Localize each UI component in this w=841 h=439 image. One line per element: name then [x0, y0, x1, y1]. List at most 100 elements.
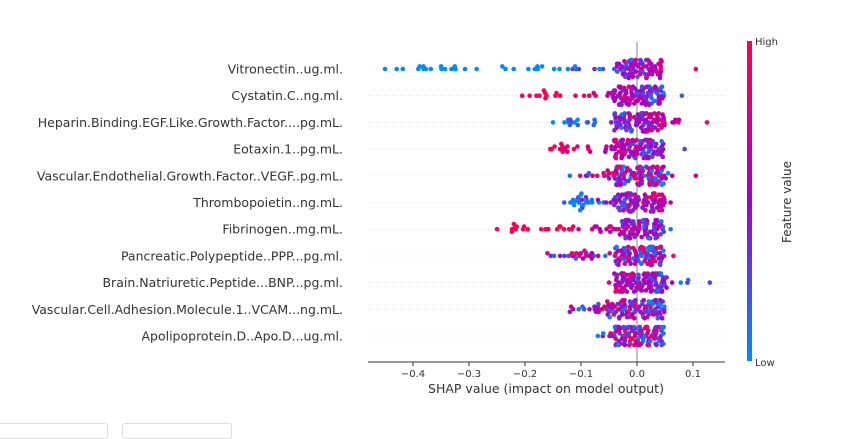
- shap-dot: [591, 90, 596, 96]
- shap-dot: [658, 57, 664, 63]
- shap-dot: [642, 129, 647, 134]
- shap-dot: [650, 209, 656, 214]
- shap-dot: [668, 200, 673, 205]
- shap-dot: [646, 235, 651, 241]
- shap-dot: [621, 208, 626, 213]
- feature-label: Cystatin.C..ng.ml.: [231, 88, 343, 103]
- shap-dot: [615, 192, 621, 197]
- shap-dot: [649, 127, 655, 133]
- bottom-tab-right[interactable]: [122, 423, 232, 439]
- shap-dot: [603, 149, 608, 154]
- shap-dot: [619, 155, 624, 161]
- shap-dot: [566, 253, 571, 259]
- shap-dot: [567, 122, 573, 128]
- shap-dot: [648, 195, 654, 200]
- shap-dot: [618, 248, 624, 253]
- shap-dot: [625, 165, 630, 171]
- shap-dot: [652, 258, 658, 264]
- shap-dot: [623, 235, 628, 241]
- shap-dot: [543, 96, 548, 101]
- shap-dot: [641, 298, 646, 303]
- shap-dot: [622, 342, 628, 348]
- shap-dot: [619, 102, 624, 107]
- shap-dot: [616, 262, 621, 268]
- feature-label: Apolipoprotein.D..Apo.D...ug.ml.: [141, 329, 343, 344]
- feature-labels: Vitronectin..ug.ml. Cystatin.C..ng.ml. Hep…: [32, 62, 343, 344]
- shap-dot: [619, 219, 625, 224]
- shap-dot: [592, 304, 597, 310]
- feature-label: Fibrinogen..mg.mL.: [222, 222, 343, 237]
- shap-dot: [552, 144, 557, 149]
- feature-label: Eotaxin.1..pg.mL.: [233, 142, 343, 157]
- shap-dot: [612, 202, 617, 208]
- shap-dot: [592, 66, 597, 72]
- shap-dot: [572, 120, 577, 125]
- shap-dot: [645, 155, 650, 161]
- shap-dot: [586, 93, 592, 98]
- shap-dot: [635, 74, 640, 80]
- shap-dot: [661, 229, 666, 235]
- bottom-tab-left[interactable]: [0, 423, 108, 439]
- shap-dot: [620, 202, 626, 208]
- shap-dot: [637, 219, 642, 224]
- shap-dot: [572, 64, 578, 69]
- shap-dot: [619, 64, 625, 69]
- shap-dot: [655, 316, 660, 321]
- shap-dot: [648, 61, 654, 67]
- shap-dot: [594, 173, 600, 179]
- shap-dot: [610, 301, 615, 307]
- shap-dot: [652, 84, 658, 89]
- shap-dot: [596, 301, 601, 307]
- shap-dot: [657, 117, 662, 123]
- shap-dot: [607, 314, 612, 320]
- shap-dot: [660, 112, 665, 117]
- shap-dot: [634, 152, 640, 157]
- shap-dot: [627, 235, 633, 241]
- shap-dot: [656, 61, 661, 67]
- shap-dot: [661, 164, 666, 170]
- shap-dot: [634, 137, 639, 143]
- shap-dot: [655, 152, 660, 157]
- x-tick-label: −0.3: [457, 369, 481, 380]
- shap-dot: [659, 139, 664, 144]
- shap-dot: [417, 64, 423, 69]
- shap-dot: [620, 137, 626, 143]
- shap-dot: [570, 224, 576, 229]
- shap-dot: [652, 191, 657, 196]
- shap-dot: [589, 251, 595, 256]
- shap-dot: [568, 117, 573, 123]
- shap-dot: [428, 66, 434, 72]
- shap-dot: [609, 120, 614, 125]
- shap-dot: [601, 170, 606, 176]
- shap-dot: [557, 253, 563, 259]
- shap-dot: [575, 144, 580, 149]
- shap-dot: [632, 192, 638, 197]
- shap-dot: [630, 208, 636, 213]
- x-axis-title: SHAP value (impact on model output): [428, 381, 664, 396]
- shap-dot: [570, 197, 576, 203]
- shap-dot: [656, 208, 662, 213]
- shap-dot: [600, 66, 606, 72]
- shap-dot: [633, 122, 639, 128]
- shap-dot: [648, 137, 653, 143]
- colorbar-high-label: High: [755, 37, 778, 48]
- shap-dot: [655, 164, 660, 170]
- shap-dot: [657, 251, 663, 256]
- shap-dot: [639, 152, 644, 157]
- shap-dot: [662, 122, 667, 128]
- shap-dot: [650, 154, 655, 160]
- colorbar-low-label: Low: [755, 358, 775, 369]
- shap-dot: [685, 277, 691, 283]
- shap-dot: [661, 253, 667, 259]
- shap-dot: [643, 324, 649, 330]
- shap-dot: [593, 309, 599, 315]
- shap-dot: [606, 176, 612, 181]
- shap-dot: [609, 144, 614, 149]
- shap-dot: [631, 114, 637, 120]
- shap-dot: [612, 324, 618, 330]
- shap-dot: [644, 57, 649, 63]
- shap-dot: [655, 289, 660, 294]
- shap-dot: [576, 307, 581, 312]
- shap-dot: [633, 69, 639, 74]
- shap-dot: [621, 85, 627, 91]
